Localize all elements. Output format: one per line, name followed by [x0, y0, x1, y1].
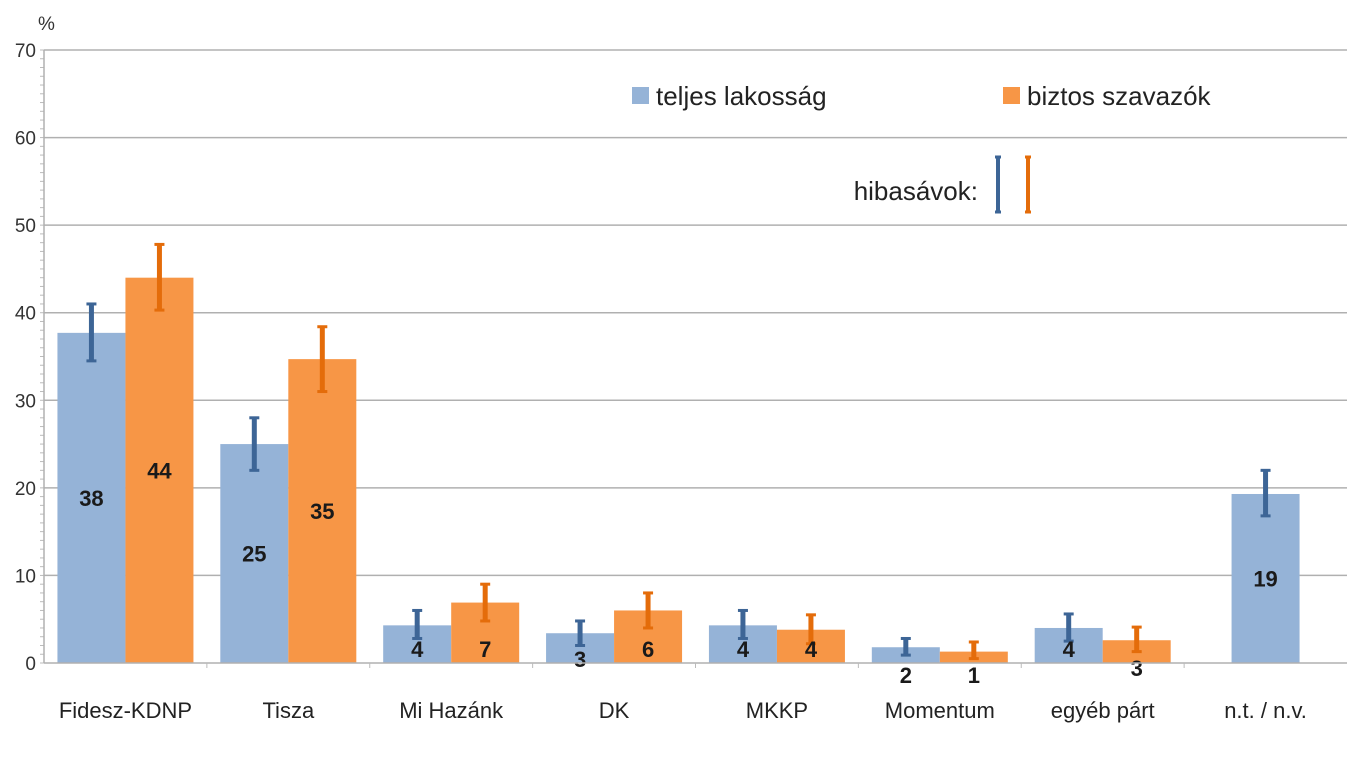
value-label: 7 — [479, 637, 491, 662]
y-tick-label: 10 — [15, 566, 36, 587]
value-label: 44 — [147, 458, 172, 483]
value-label: 6 — [642, 637, 654, 662]
y-tick-label: 0 — [25, 654, 36, 675]
legend-label-teljes-lakossag: teljes lakosság — [656, 81, 827, 111]
value-label: 35 — [310, 499, 334, 524]
value-label: 4 — [1063, 637, 1076, 662]
bar — [1231, 493, 1300, 663]
y-tick-label: 30 — [15, 391, 36, 412]
value-label: 3 — [574, 647, 586, 672]
y-tick-label: 40 — [15, 304, 36, 325]
bar — [57, 332, 126, 663]
bar — [288, 359, 357, 663]
x-category-label: DK — [599, 698, 630, 723]
x-axis: Fidesz-KDNP Tisza Mi Hazánk DK MKKP Momentum e… — [44, 662, 1347, 723]
bar — [125, 277, 194, 663]
y-tick-label: 60 — [15, 129, 36, 150]
x-category-label: Momentum — [885, 698, 995, 723]
y-axis: 0 10 20 30 40 50 60 70 — [15, 41, 45, 675]
bar — [220, 444, 289, 663]
value-label: 2 — [900, 663, 912, 688]
y-tick-label: 50 — [15, 216, 36, 237]
value-label: 38 — [79, 486, 103, 511]
legend-swatch-biztos-szavazok — [1003, 87, 1020, 104]
value-label: 1 — [968, 663, 980, 688]
legend: teljes lakosság biztos szavazók hibasávo… — [632, 81, 1212, 214]
value-label: 4 — [411, 637, 424, 662]
y-tick-label: 70 — [15, 41, 36, 62]
legend-label-biztos-szavazok: biztos szavazók — [1027, 81, 1212, 111]
x-category-label: n.t. / n.v. — [1224, 698, 1307, 723]
y-tick-label: 20 — [15, 479, 36, 500]
x-category-label: Mi Hazánk — [399, 698, 504, 723]
x-category-label: Fidesz-KDNP — [59, 698, 192, 723]
x-category-label: egyéb párt — [1051, 698, 1155, 723]
x-category-label: MKKP — [746, 698, 808, 723]
value-label: 3 — [1131, 656, 1143, 681]
legend-error-bar-icon-orange — [1025, 155, 1031, 214]
value-label: 19 — [1253, 566, 1277, 591]
legend-swatch-teljes-lakossag — [632, 87, 649, 104]
value-label: 25 — [242, 542, 266, 567]
value-label: 4 — [805, 637, 818, 662]
y-axis-unit-label: % — [38, 14, 55, 35]
legend-error-bar-icon-blue — [995, 155, 1001, 214]
legend-error-bar-label: hibasávok: — [854, 176, 978, 206]
x-category-label: Tisza — [262, 698, 315, 723]
value-label: 4 — [737, 637, 750, 662]
